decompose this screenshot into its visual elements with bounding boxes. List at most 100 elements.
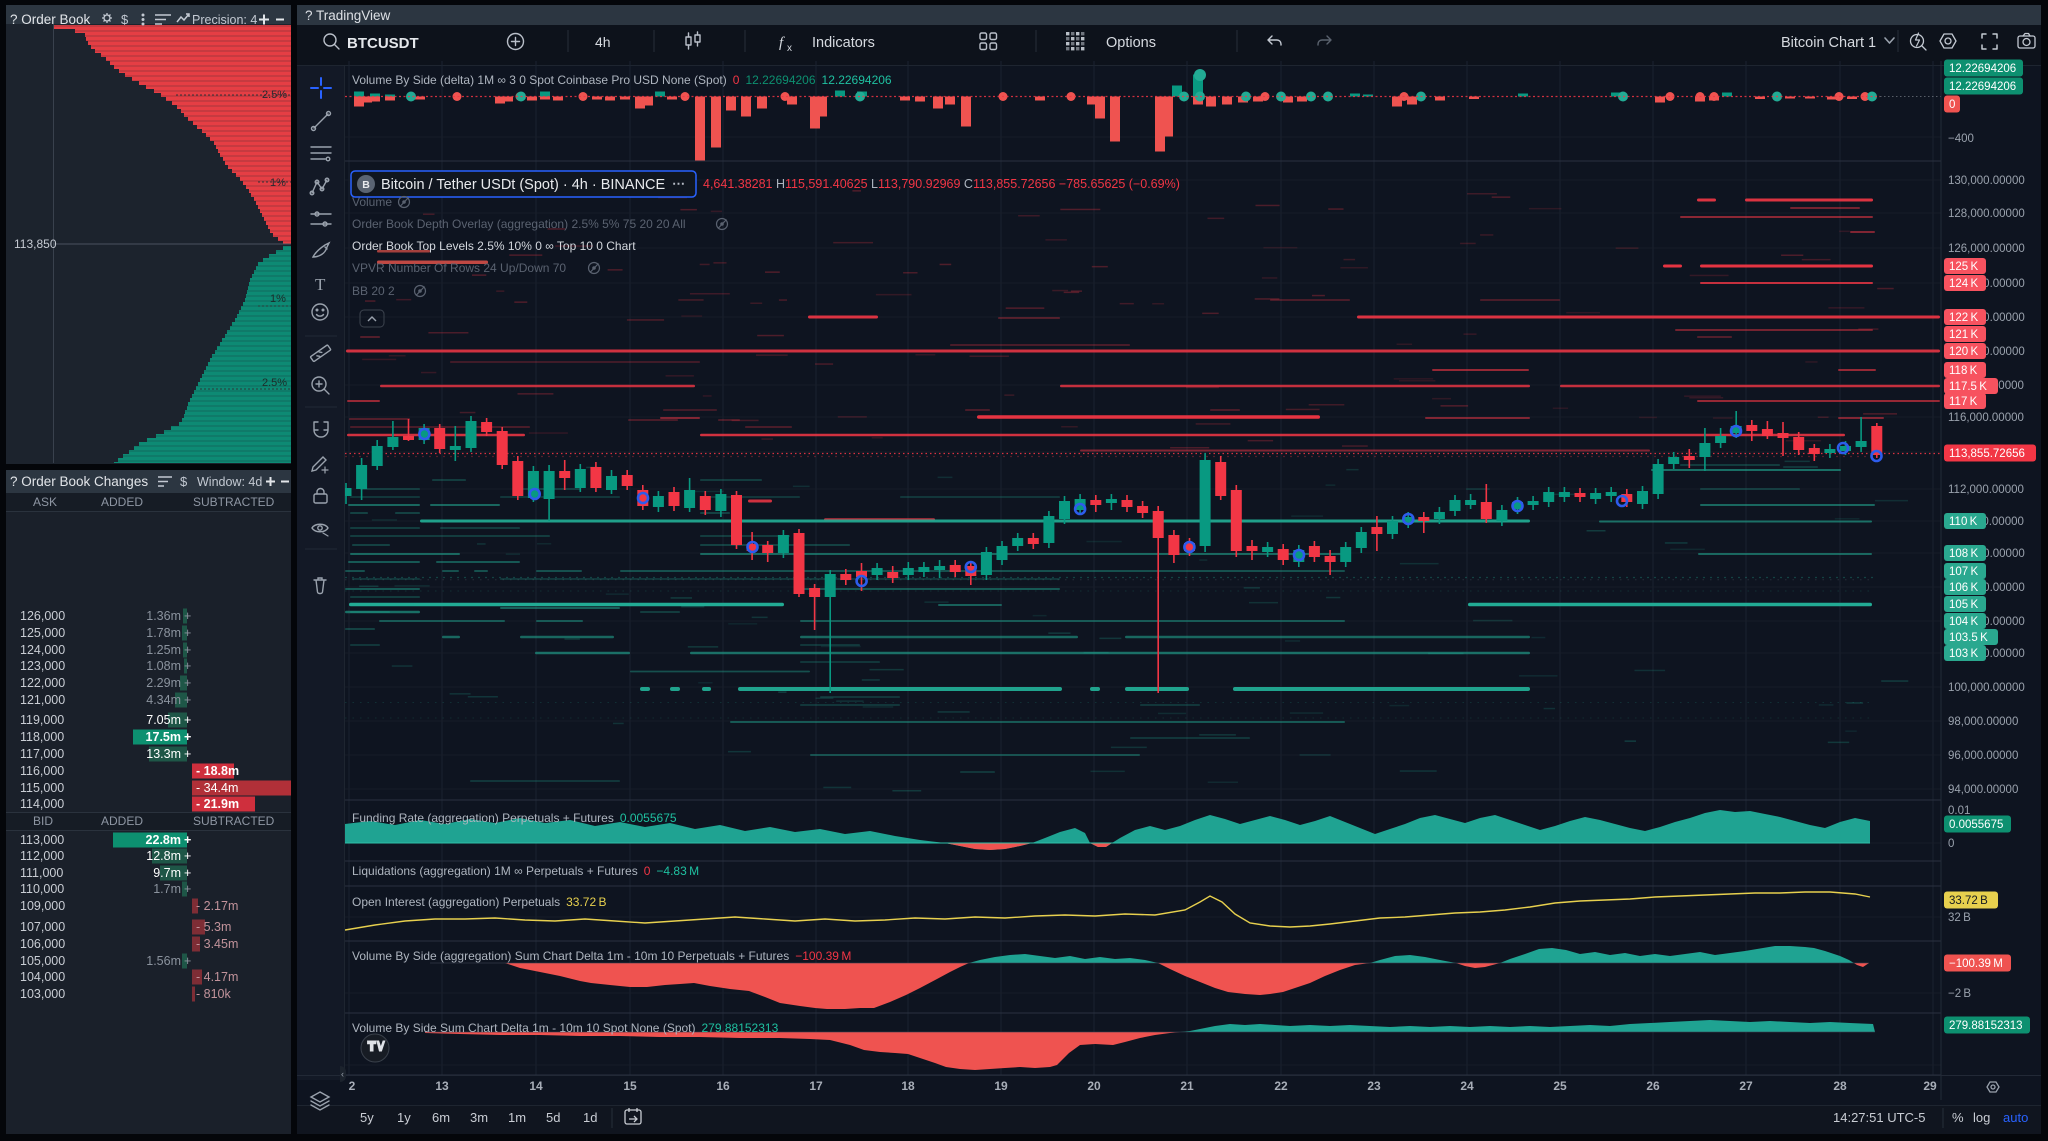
svg-text:+: +	[184, 643, 191, 657]
svg-text:119,000: 119,000	[20, 713, 64, 727]
svg-text:118 K: 118 K	[1949, 365, 1978, 377]
svg-text:$: $	[180, 474, 188, 489]
svg-text:- 3.45m: - 3.45m	[196, 937, 238, 951]
svg-text:6m: 6m	[432, 1110, 450, 1125]
svg-text:279.88152313: 279.88152313	[1949, 1020, 2023, 1032]
svg-text:- 4.17m: - 4.17m	[196, 970, 238, 984]
svg-text:%: %	[1952, 1110, 1964, 1125]
svg-text:96,000.00000: 96,000.00000	[1948, 750, 2018, 762]
svg-text:Bitcoin Chart 1: Bitcoin Chart 1	[1781, 35, 1876, 51]
svg-text:4,641.38281 H115,591.40625 L11: 4,641.38281 H115,591.40625 L113,790.9296…	[703, 177, 1180, 191]
svg-text:105,000: 105,000	[20, 954, 65, 968]
svg-text:log: log	[1973, 1110, 1990, 1125]
svg-text:- 810k: - 810k	[196, 987, 231, 1001]
svg-text:116,000: 116,000	[20, 764, 64, 778]
svg-text:122,000: 122,000	[20, 676, 65, 690]
svg-text:124,000: 124,000	[20, 643, 65, 657]
svg-text:Order Book Depth Overlay (aggr: Order Book Depth Overlay (aggregation) 2…	[352, 217, 686, 231]
svg-text:103 K: 103 K	[1949, 648, 1978, 660]
svg-text:+: +	[184, 747, 191, 761]
svg-text:109,000: 109,000	[20, 899, 65, 913]
svg-text:25: 25	[1553, 1079, 1567, 1093]
svg-text:Bitcoin / Tether USDt (Spot) ·: Bitcoin / Tether USDt (Spot) · 4h · BINA…	[381, 177, 666, 193]
svg-text:32 B: 32 B	[1948, 912, 1971, 924]
svg-text:0.0055675: 0.0055675	[1949, 819, 2003, 831]
svg-text:118,000: 118,000	[20, 730, 64, 744]
svg-text:Volume By Side (delta) 1M ∞ 3: Volume By Side (delta) 1M ∞ 3 0 Spot Coi…	[352, 73, 892, 87]
svg-text:103,000: 103,000	[20, 987, 65, 1001]
svg-text:1.78m: 1.78m	[146, 626, 181, 640]
svg-text:Precision: 4: Precision: 4	[192, 13, 257, 27]
svg-text:104 K: 104 K	[1949, 616, 1978, 628]
svg-text:2.5%: 2.5%	[262, 377, 287, 389]
svg-text:94,000.00000: 94,000.00000	[1948, 784, 2018, 796]
svg-text:1m: 1m	[508, 1110, 526, 1125]
svg-text:12.8m: 12.8m	[146, 849, 181, 863]
svg-text:2.29m: 2.29m	[146, 676, 181, 690]
svg-text:0.01: 0.01	[1948, 805, 1970, 817]
svg-text:21: 21	[1180, 1079, 1194, 1093]
svg-text:27: 27	[1739, 1079, 1753, 1093]
svg-text:f: f	[779, 35, 785, 51]
svg-text:107,000: 107,000	[20, 920, 65, 934]
svg-text:Volume By Side Sum Chart Delta: Volume By Side Sum Chart Delta 1m - 10m …	[352, 1021, 779, 1035]
svg-text:121 K: 121 K	[1949, 329, 1978, 341]
svg-text:VPVR Number Of Rows 24 Up/Down: VPVR Number Of Rows 24 Up/Down 70	[352, 261, 566, 275]
svg-text:100,000.00000: 100,000.00000	[1948, 682, 2025, 694]
svg-text:106 K: 106 K	[1949, 582, 1978, 594]
svg-text:17: 17	[809, 1079, 823, 1093]
svg-text:111,000: 111,000	[20, 866, 63, 880]
svg-text:121,000: 121,000	[20, 693, 65, 707]
svg-text:- 2.17m: - 2.17m	[196, 899, 238, 913]
svg-text:+: +	[184, 833, 191, 847]
svg-text:−100.39 M: −100.39 M	[1949, 958, 2003, 970]
svg-text:107 K: 107 K	[1949, 566, 1978, 578]
svg-text:Volume: Volume	[352, 195, 392, 209]
svg-text:BB 20 2: BB 20 2	[352, 284, 395, 298]
svg-text:33.72 B: 33.72 B	[1949, 895, 1988, 907]
svg-text:+: +	[184, 609, 191, 623]
svg-text:4h: 4h	[595, 34, 611, 50]
svg-text:117,000: 117,000	[20, 747, 64, 761]
svg-text:123,000: 123,000	[20, 659, 65, 673]
svg-text:+: +	[184, 659, 191, 673]
svg-text:22: 22	[1274, 1079, 1288, 1093]
svg-text:Liquidations (aggregation) 1M: Liquidations (aggregation) 1M ∞ Perpetua…	[352, 864, 699, 878]
svg-text:0: 0	[1949, 99, 1955, 111]
svg-text:12.22694206: 12.22694206	[1949, 63, 2016, 75]
svg-text:125,000: 125,000	[20, 626, 65, 640]
svg-text:113,850: 113,850	[14, 237, 57, 251]
svg-text:14:27:51 UTC-5: 14:27:51 UTC-5	[1833, 1110, 1926, 1125]
svg-text:Order Book Top Levels 2.5% 10%: Order Book Top Levels 2.5% 10% 0 ∞ Top 1…	[352, 239, 636, 253]
svg-text:0: 0	[1948, 838, 1954, 850]
svg-text:103.5 K: 103.5 K	[1949, 632, 1988, 644]
svg-text:113,855.72656: 113,855.72656	[1949, 448, 2025, 460]
svg-text:120 K: 120 K	[1949, 346, 1978, 358]
svg-text:Open Interest (aggregation) Pe: Open Interest (aggregation) Perpetuals 3…	[352, 895, 607, 909]
svg-text:BTCUSDT: BTCUSDT	[347, 35, 419, 52]
svg-text:122 K: 122 K	[1949, 312, 1978, 324]
svg-text:12.22694206: 12.22694206	[1949, 81, 2016, 93]
svg-text:1y: 1y	[397, 1110, 411, 1125]
svg-text:104,000: 104,000	[20, 970, 65, 984]
svg-text:5y: 5y	[360, 1110, 374, 1125]
svg-text:1d: 1d	[583, 1110, 597, 1125]
svg-text:13.3m: 13.3m	[146, 747, 181, 761]
svg-text:Volume By Side (aggregation) S: Volume By Side (aggregation) Sum Chart D…	[352, 949, 851, 963]
svg-text:Funding Rate (aggregation) Per: Funding Rate (aggregation) Perpetuals + …	[352, 811, 677, 825]
svg-text:112,000: 112,000	[20, 849, 64, 863]
svg-text:28: 28	[1833, 1079, 1847, 1093]
svg-text:Indicators: Indicators	[812, 35, 875, 51]
svg-text:+: +	[184, 866, 191, 880]
svg-text:⋯: ⋯	[672, 176, 685, 191]
svg-text:117 K: 117 K	[1949, 396, 1978, 408]
svg-text:26: 26	[1646, 1079, 1660, 1093]
svg-text:Window: 4d: Window: 4d	[197, 475, 262, 489]
svg-text:1%: 1%	[270, 293, 286, 305]
svg-text:110,000: 110,000	[20, 882, 64, 896]
svg-text:1%: 1%	[270, 177, 286, 189]
svg-text:B: B	[362, 179, 370, 191]
svg-text:Options: Options	[1106, 35, 1156, 51]
svg-text:106,000: 106,000	[20, 937, 65, 951]
svg-text:- 34.4m: - 34.4m	[196, 781, 238, 795]
